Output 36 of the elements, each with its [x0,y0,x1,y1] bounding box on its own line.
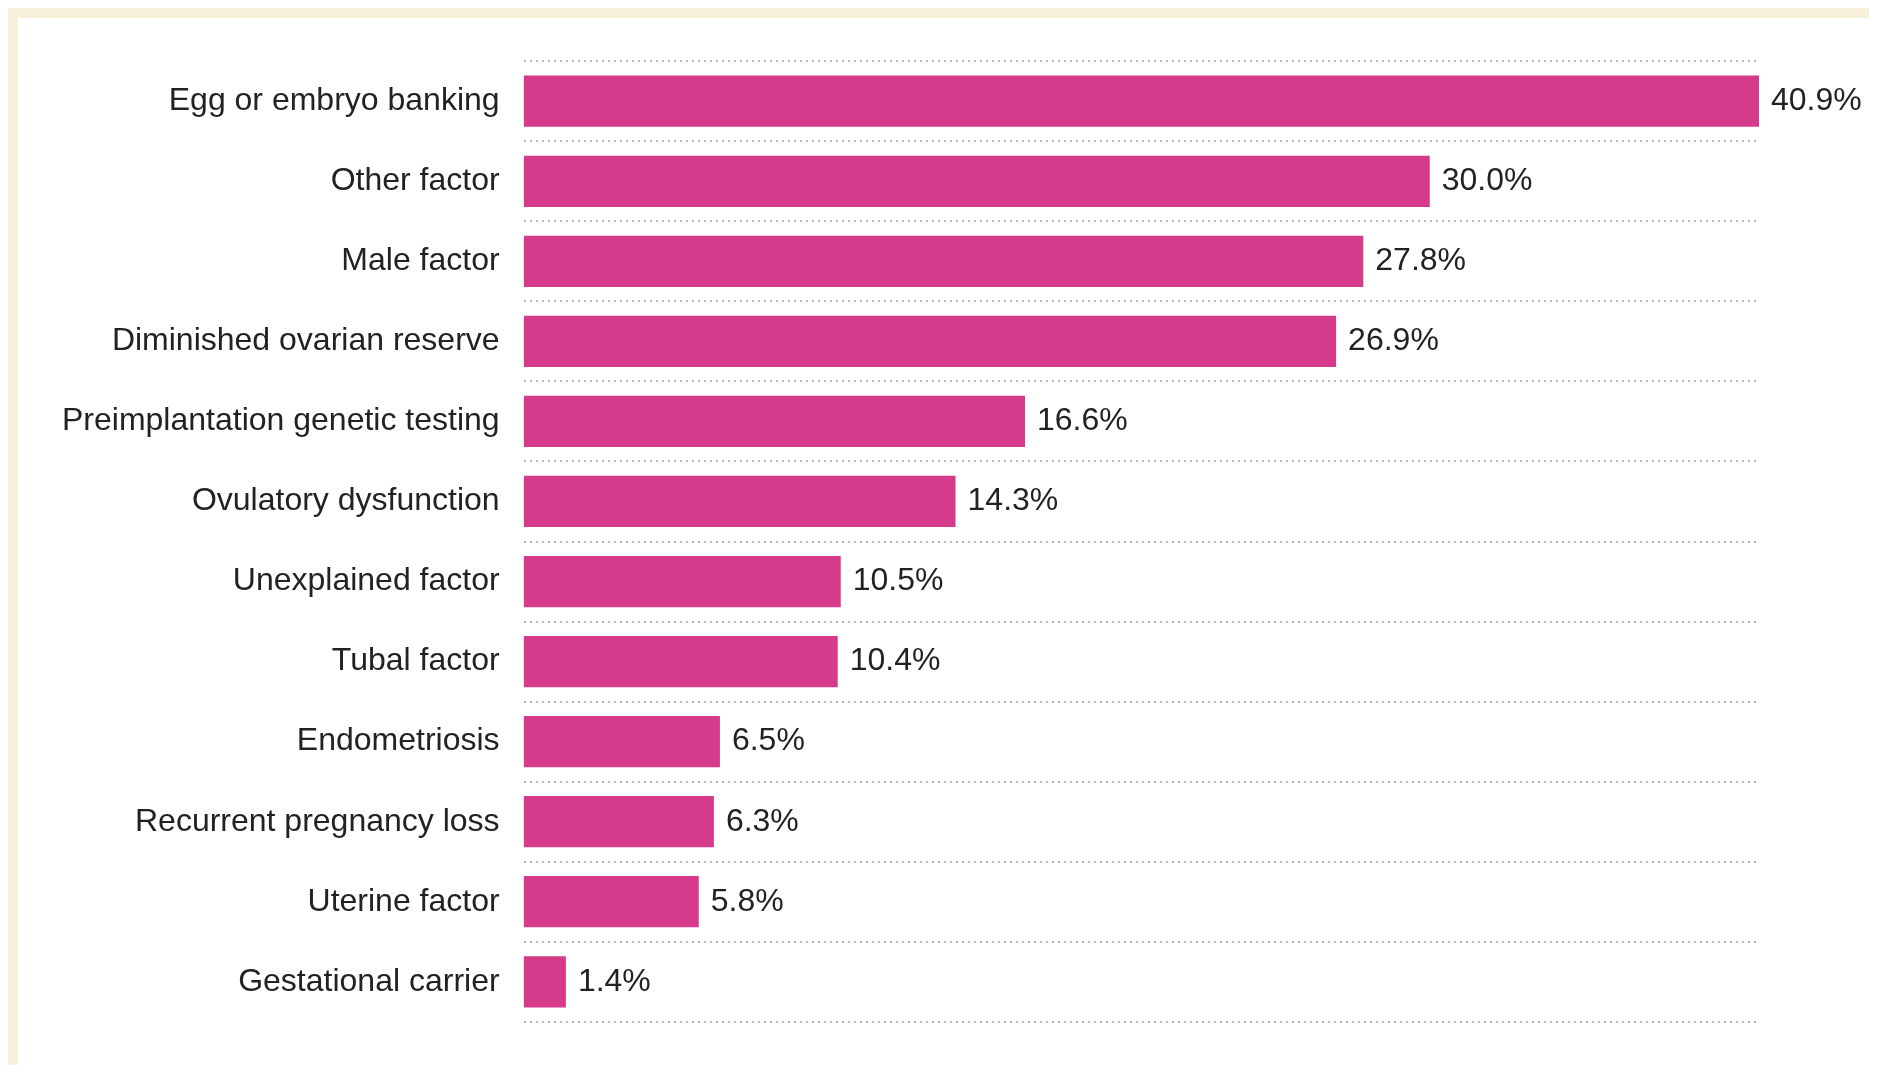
y-tick-label: Male factor [341,241,500,278]
y-tick-label: Gestational carrier [238,961,500,998]
bar [523,956,566,1008]
data-label: 10.4% [849,641,941,678]
y-tick-label: Other factor [330,161,500,198]
bar [523,395,1026,448]
data-label: 6.3% [725,801,799,838]
y-tick-label: Unexplained factor [232,561,500,598]
data-label: 16.6% [1037,401,1128,438]
bar [523,475,956,528]
y-tick-label: Tubal factor [331,641,500,678]
bar [523,315,1337,367]
data-label: 10.5% [852,561,944,598]
data-label: 30.0% [1441,161,1533,198]
y-tick-label: Ovulatory dysfunction [191,481,500,518]
y-tick-label: Preimplantation genetic testing [62,401,500,438]
y-tick-label: Endometriosis [296,721,500,758]
bar [523,796,714,848]
bar [523,876,699,928]
y-tick-label: Recurrent pregnancy loss [134,801,500,838]
bar [523,555,841,608]
data-label: 14.3% [967,481,1059,518]
data-label: 26.9% [1348,321,1439,358]
y-tick-label: Diminished ovarian reserve [111,321,500,358]
data-label: 5.8% [710,881,784,918]
bar [523,235,1364,287]
data-label: 27.8% [1375,241,1467,278]
data-label: 6.5% [731,721,805,758]
data-label: 40.9% [1771,81,1862,118]
bar [523,155,1430,207]
y-tick-label: Uterine factor [307,881,500,918]
bar [523,75,1759,127]
y-tick-label: Egg or embryo banking [168,81,500,118]
bar [523,716,720,768]
data-label: 1.4% [577,961,651,998]
bar [523,635,838,688]
